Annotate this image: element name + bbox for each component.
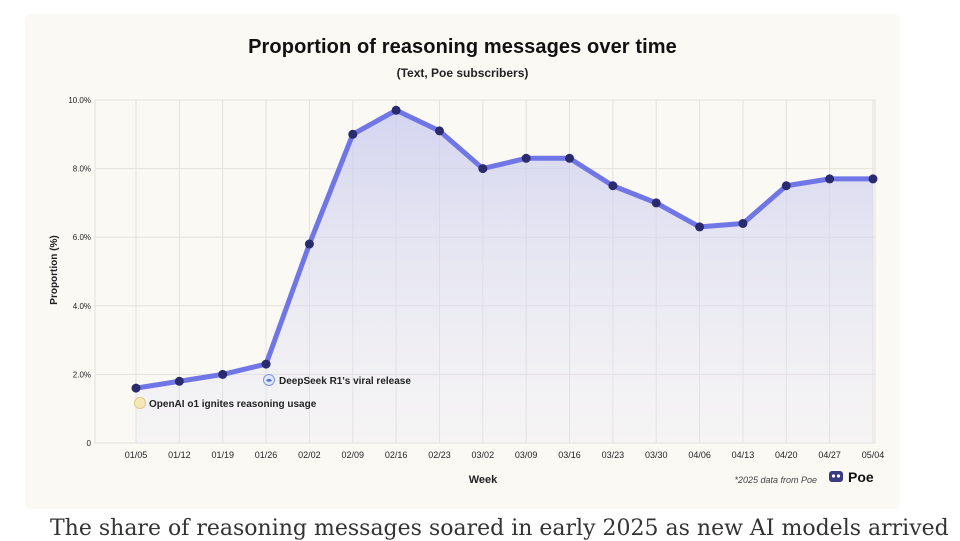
chart-subtitle: (Text, Poe subscribers)	[396, 66, 529, 80]
x-tick-label: 03/02	[472, 450, 495, 460]
x-tick-label: 02/02	[298, 450, 321, 460]
x-tick-label: 03/23	[602, 450, 625, 460]
data-point	[565, 153, 575, 163]
data-point	[825, 174, 835, 184]
data-point	[781, 181, 791, 191]
x-tick-label: 02/09	[341, 450, 364, 460]
poe-logo: Poe	[829, 469, 874, 485]
chart-plot: 0 2.0% 4.0% 6.0% 8.0% 10.0% 01/05 01/12 01/19 01/…	[49, 96, 885, 486]
annotation-deepseek-text: DeepSeek R1's viral release	[279, 376, 411, 387]
sparkle-icon	[134, 397, 146, 409]
x-tick-label: 04/13	[732, 450, 755, 460]
y-tick-label: 8.0%	[73, 165, 91, 174]
x-tick-label: 04/27	[818, 450, 841, 460]
annotation-openai-text: OpenAI o1 ignites reasoning usage	[149, 399, 317, 410]
data-point	[391, 105, 401, 115]
annotation-deepseek: DeepSeek R1's viral release	[263, 374, 411, 387]
data-point	[261, 359, 271, 369]
data-point	[695, 222, 705, 232]
series-line	[133, 107, 876, 391]
x-tick-label: 02/16	[385, 450, 408, 460]
data-point	[651, 198, 661, 208]
x-tick-label: 04/20	[775, 450, 798, 460]
footnote: *2025 data from Poe	[734, 475, 817, 485]
y-tick-label: 2.0%	[73, 370, 91, 379]
data-point	[348, 129, 358, 139]
annotation-openai: OpenAI o1 ignites reasoning usage	[134, 397, 317, 410]
data-point	[131, 383, 141, 393]
data-point	[868, 174, 878, 184]
y-tick-label: 10.0%	[68, 96, 91, 105]
x-tick-label: 04/06	[688, 450, 711, 460]
x-tick-label: 03/16	[558, 450, 581, 460]
data-point	[478, 164, 488, 174]
x-tick-label: 03/30	[645, 450, 668, 460]
chart-title: Proportion of reasoning messages over ti…	[248, 36, 677, 58]
data-point	[218, 369, 228, 379]
x-tick-label: 01/26	[255, 450, 278, 460]
data-point	[521, 153, 531, 163]
article-text: The share of reasoning messages soared i…	[50, 516, 949, 541]
y-axis-label: Proportion (%)	[49, 235, 60, 304]
poe-brand-text: Poe	[848, 469, 874, 485]
x-tick-label: 01/05	[125, 450, 148, 460]
whale-icon	[263, 374, 275, 386]
x-tick-label: 01/12	[168, 450, 191, 460]
data-point	[608, 181, 618, 191]
x-tick-label: 01/19	[211, 450, 234, 460]
data-point	[434, 126, 444, 136]
y-tick-label: 0	[87, 439, 92, 448]
area-fill	[136, 110, 873, 443]
poe-logo-icon	[829, 471, 843, 482]
x-tick-label: 03/09	[515, 450, 538, 460]
x-tick-label: 05/04	[862, 450, 885, 460]
y-tick-label: 4.0%	[73, 302, 91, 311]
x-axis-label: Week	[469, 474, 498, 486]
data-point	[304, 239, 314, 249]
x-tick-label: 02/23	[428, 450, 451, 460]
data-point	[738, 218, 748, 228]
data-point	[174, 376, 184, 386]
y-tick-label: 6.0%	[73, 233, 91, 242]
